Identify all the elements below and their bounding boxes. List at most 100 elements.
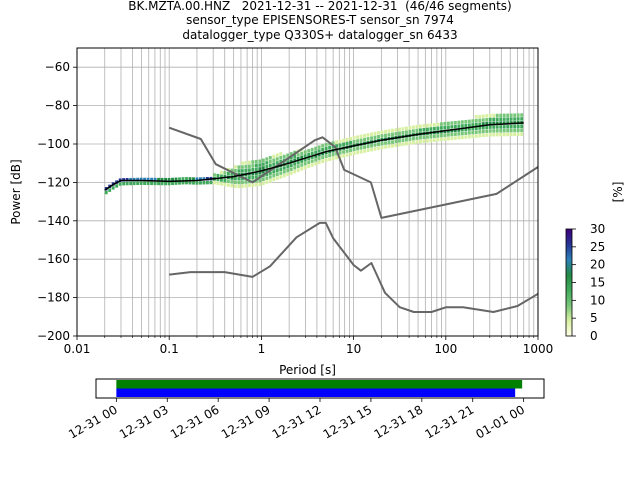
density-cell (345, 137, 349, 142)
density-cell (506, 125, 510, 129)
density-cell (349, 148, 353, 152)
density-cell (314, 146, 318, 151)
density-cell (488, 125, 492, 129)
density-cell (153, 181, 157, 186)
density-cell (244, 164, 248, 169)
density-cell (359, 134, 363, 139)
density-cell (209, 180, 213, 185)
density-cell (471, 119, 475, 123)
density-cell (398, 139, 401, 143)
density-cell (108, 188, 112, 192)
density-cell (502, 117, 506, 121)
density-cell (492, 129, 496, 133)
density-cell (359, 146, 363, 150)
density-cell (509, 132, 513, 137)
density-cell (384, 145, 387, 149)
density-cell (432, 126, 436, 131)
density-cell (143, 181, 147, 186)
title-line-2: sensor_type EPISENSORES-T sensor_sn 7974 (186, 13, 454, 27)
density-cell (254, 167, 258, 172)
density-cell (282, 166, 286, 170)
density-cell (422, 127, 426, 132)
colorbar-tick-label: 10 (590, 293, 605, 307)
density-cell (233, 165, 237, 169)
density-cell (240, 169, 244, 173)
density-cell (502, 121, 506, 125)
density-cell (516, 117, 520, 121)
density-cell (429, 123, 433, 127)
density-cell (219, 174, 223, 178)
density-cell (268, 163, 272, 168)
x-tick-label: 10 (346, 342, 361, 356)
density-cell (265, 176, 269, 180)
density-cell (129, 181, 133, 186)
density-cell (398, 127, 401, 132)
density-cell (310, 147, 314, 152)
timeline-tick-label: 12-31 03 (117, 402, 171, 441)
density-cell (296, 153, 300, 157)
density-cell (370, 147, 373, 152)
density-cell (223, 178, 227, 183)
density-cell (457, 120, 461, 125)
density-cell (150, 177, 154, 182)
density-cell (237, 176, 241, 181)
density-cell (464, 123, 468, 128)
density-cell (460, 120, 464, 124)
density-cell (335, 144, 339, 148)
density-cell (345, 153, 349, 157)
density-cell (143, 177, 147, 182)
density-cell (272, 173, 276, 178)
density-cell (513, 128, 517, 133)
density-cell (380, 130, 384, 134)
density-cell (443, 137, 447, 141)
density-cell (377, 146, 380, 150)
density-cell (450, 132, 454, 137)
density-cell (310, 155, 314, 160)
density-cell (460, 135, 464, 140)
density-cell (146, 181, 150, 186)
density-cell (520, 132, 524, 136)
density-cell (380, 141, 384, 146)
density-cell (230, 172, 234, 176)
density-cell (111, 186, 115, 190)
density-cell (300, 163, 304, 167)
density-cell (272, 154, 276, 159)
density-cell (492, 133, 496, 137)
density-cell (251, 183, 255, 187)
density-cell (275, 153, 279, 157)
density-cell (216, 173, 220, 178)
density-cell (516, 124, 520, 129)
density-cell (391, 128, 394, 133)
density-cell (495, 121, 499, 125)
density-cell (307, 152, 311, 157)
density-cell (464, 119, 468, 124)
density-cell (230, 176, 234, 180)
density-cell (279, 152, 283, 156)
density-cell (429, 134, 433, 139)
density-cell (251, 167, 255, 172)
density-cell (317, 160, 321, 165)
density-cell (338, 154, 342, 159)
density-cell (171, 181, 174, 186)
density-cell (254, 182, 258, 187)
density-cell (352, 151, 356, 155)
density-cell (289, 152, 293, 156)
colorbar-tick-label: 15 (590, 276, 605, 290)
density-cell (481, 118, 485, 122)
density-cell (520, 113, 524, 117)
density-cell (492, 113, 496, 118)
x-axis-label: Period [s] (279, 363, 336, 377)
density-cell (520, 128, 524, 133)
density-cell (188, 181, 192, 185)
density-cell (499, 132, 503, 137)
density-cell (129, 177, 133, 182)
density-cell (324, 158, 328, 162)
density-cell (516, 132, 520, 137)
density-cell (303, 150, 307, 154)
density-cell (513, 113, 517, 117)
density-cell (324, 146, 328, 151)
y-tick-label: −120 (37, 175, 70, 189)
density-cell (492, 121, 496, 125)
colorbar-tick-label: 5 (590, 311, 598, 325)
